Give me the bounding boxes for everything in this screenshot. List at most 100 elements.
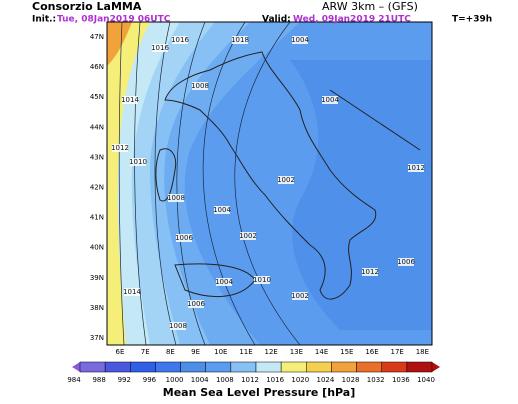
colorbar-tick: 1036 [392,376,410,384]
isobar-label: 1014 [123,288,141,296]
isobar-label: 1004 [215,278,233,286]
colorbar-bin [280,361,307,373]
colorbar-bin [230,361,257,373]
lat-label: 37N [90,334,104,342]
lat-label: 38N [90,304,104,312]
colorbar-title: Mean Sea Level Pressure [hPa] [163,386,356,399]
colorbar-tick: 984 [67,376,81,384]
lon-label: 14E [315,348,328,356]
colorbar-bin [205,361,232,373]
isobar-label: 1012 [111,144,129,152]
colorbar-bin [104,361,131,373]
colorbar-tick: 1040 [417,376,435,384]
isobar-label: 1006 [187,300,205,308]
lon-label: 13E [290,348,303,356]
isobar-label-bg [152,44,168,52]
colorbar-bin [331,361,357,373]
isobar-label-bg [408,164,424,172]
isobar-label: 1014 [121,96,139,104]
isobar-label-bg [188,300,204,308]
colorbar-tick: 1020 [291,376,309,384]
isobar-label-bg [170,322,186,330]
lon-label: 7E [141,348,150,356]
valid-time: Wed, 09Jan2019 21UTC [293,15,411,25]
isobar-label-bg [240,232,256,240]
isobar-label-bg [112,144,128,152]
lat-label: 47N [90,33,104,41]
isobar-label-bg [122,96,138,104]
isobar-label: 1008 [191,82,209,90]
lon-label: 8E [166,348,175,356]
lat-label: 40N [90,244,104,252]
colorbar-tick: 1016 [266,376,284,384]
pressure-field [107,22,432,345]
colorbar-bin [381,361,408,373]
lon-label: 12E [265,348,278,356]
lon-label: 16E [365,348,378,356]
lat-label: 44N [90,123,104,131]
colorbar-bin [79,361,106,373]
colorbar-bin [406,361,433,373]
isobar-label-bg [130,158,146,166]
lon-label: 11E [239,348,252,356]
isobar-label: 1006 [397,258,415,266]
isobar-label-bg [124,288,140,296]
lat-label: 46N [90,63,104,71]
isobar-label: 1016 [171,36,189,44]
isobar-label-bg [176,234,192,242]
isobar-label: 1002 [291,292,309,300]
isobar-label-bg [216,278,232,286]
init-label: Init.: [32,15,56,25]
colorbar-bin [356,361,382,373]
colorbar-tick: 1024 [317,376,335,384]
isobar-label-bg [232,36,248,44]
isobar-label: 1012 [361,268,379,276]
colorbar-bin [255,361,282,373]
isobar-label-bg [398,258,414,266]
colorbar-high-arrow [432,362,440,372]
lat-label: 45N [90,93,104,101]
isobar-label-bg [254,276,270,284]
isobar-label-bg [292,292,308,300]
lon-label: 10E [214,348,227,356]
lon-label: 6E [116,348,125,356]
colorbar-low-arrow [72,362,80,372]
isobar-label-bg [278,176,294,184]
isobar-label: 1002 [277,176,295,184]
isobar-label: 1018 [231,36,249,44]
colorbar-bin [306,361,332,373]
colorbar-tick: 1004 [191,376,209,384]
colorbar-tick: 1012 [241,376,259,384]
lat-label: 43N [90,153,104,161]
isobar-label-bg [192,82,208,90]
valid-label: Valid: [262,15,291,25]
isobar-label: 1008 [169,322,187,330]
isobar-label-bg [362,268,378,276]
colorbar-tick: 1028 [342,376,360,384]
colorbar-tick: 988 [92,376,105,384]
colorbar-bin [180,361,206,373]
isobar-label: 1006 [175,234,193,242]
isobar-label: 1008 [167,194,185,202]
map-frame [106,21,433,346]
isobar-label: 1010 [253,276,271,284]
lat-label: 39N [90,274,104,282]
lon-label: 9E [191,348,200,356]
isobar-label: 1016 [151,44,169,52]
isobar-label: 1004 [291,36,309,44]
lon-label: 15E [340,348,353,356]
colorbar-tick: 1008 [216,376,234,384]
isobar-label-bg [172,36,188,44]
lead-time: T=+39h [452,15,492,25]
lat-label: 41N [90,214,104,222]
isobar-label-bg [292,36,308,44]
lon-label: 17E [391,348,404,356]
isobar-label-bg [322,96,338,104]
isobar-label: 1002 [239,232,257,240]
isobar-label: 1004 [321,96,339,104]
colorbar-bin [130,361,156,373]
colorbar-tick: 1000 [166,376,184,384]
isobar-label: 1010 [129,158,147,166]
colorbar-tick: 992 [118,376,131,384]
